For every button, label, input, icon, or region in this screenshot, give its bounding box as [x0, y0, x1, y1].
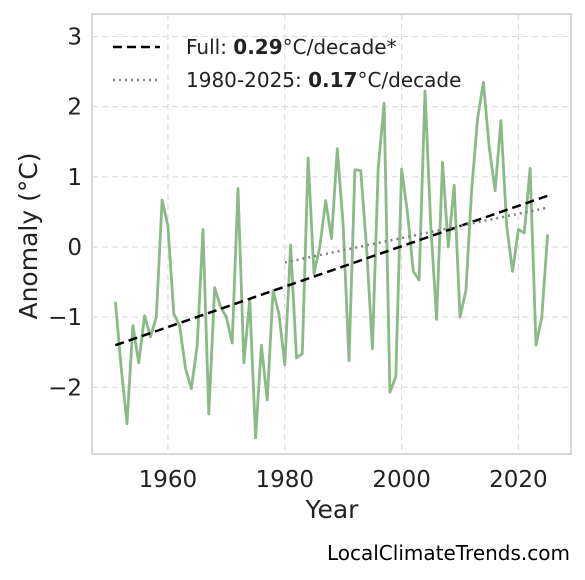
legend: Full: 0.29°C/decade* 1980-2025: 0.17°C/d… [113, 35, 461, 92]
x-tick-label-2000: 2000 [372, 467, 431, 493]
y-tick-label-3: 1 [67, 165, 82, 191]
x-tick-labels: 1960 1980 2000 2020 [139, 467, 548, 493]
site-credit: LocalClimateTrends.com [327, 541, 570, 565]
x-tick-label-1980: 1980 [255, 467, 314, 493]
y-axis-label: Anomaly (°C) [14, 152, 43, 319]
x-tick-label-1960: 1960 [139, 467, 198, 493]
y-tick-label-0: −2 [48, 375, 82, 401]
trend-line-full [114, 194, 549, 347]
legend-entry-full: Full: 0.29°C/decade* [186, 35, 397, 59]
y-tick-label-2: 0 [67, 235, 82, 261]
data-series [114, 80, 549, 440]
legend-entry-1980-2025: 1980-2025: 0.17°C/decade [186, 68, 461, 92]
y-tick-label-5: 3 [67, 24, 82, 50]
y-tick-label-1: −1 [48, 305, 82, 331]
trend-lines [114, 194, 549, 347]
y-tick-label-4: 2 [67, 95, 82, 121]
y-tick-labels: −2 −1 0 1 2 3 [48, 24, 82, 401]
x-tick-label-2020: 2020 [489, 467, 548, 493]
anomaly-series-line-0 [114, 80, 549, 440]
trend-line-1980-2025 [284, 206, 548, 264]
x-axis-label: Year [305, 495, 360, 524]
